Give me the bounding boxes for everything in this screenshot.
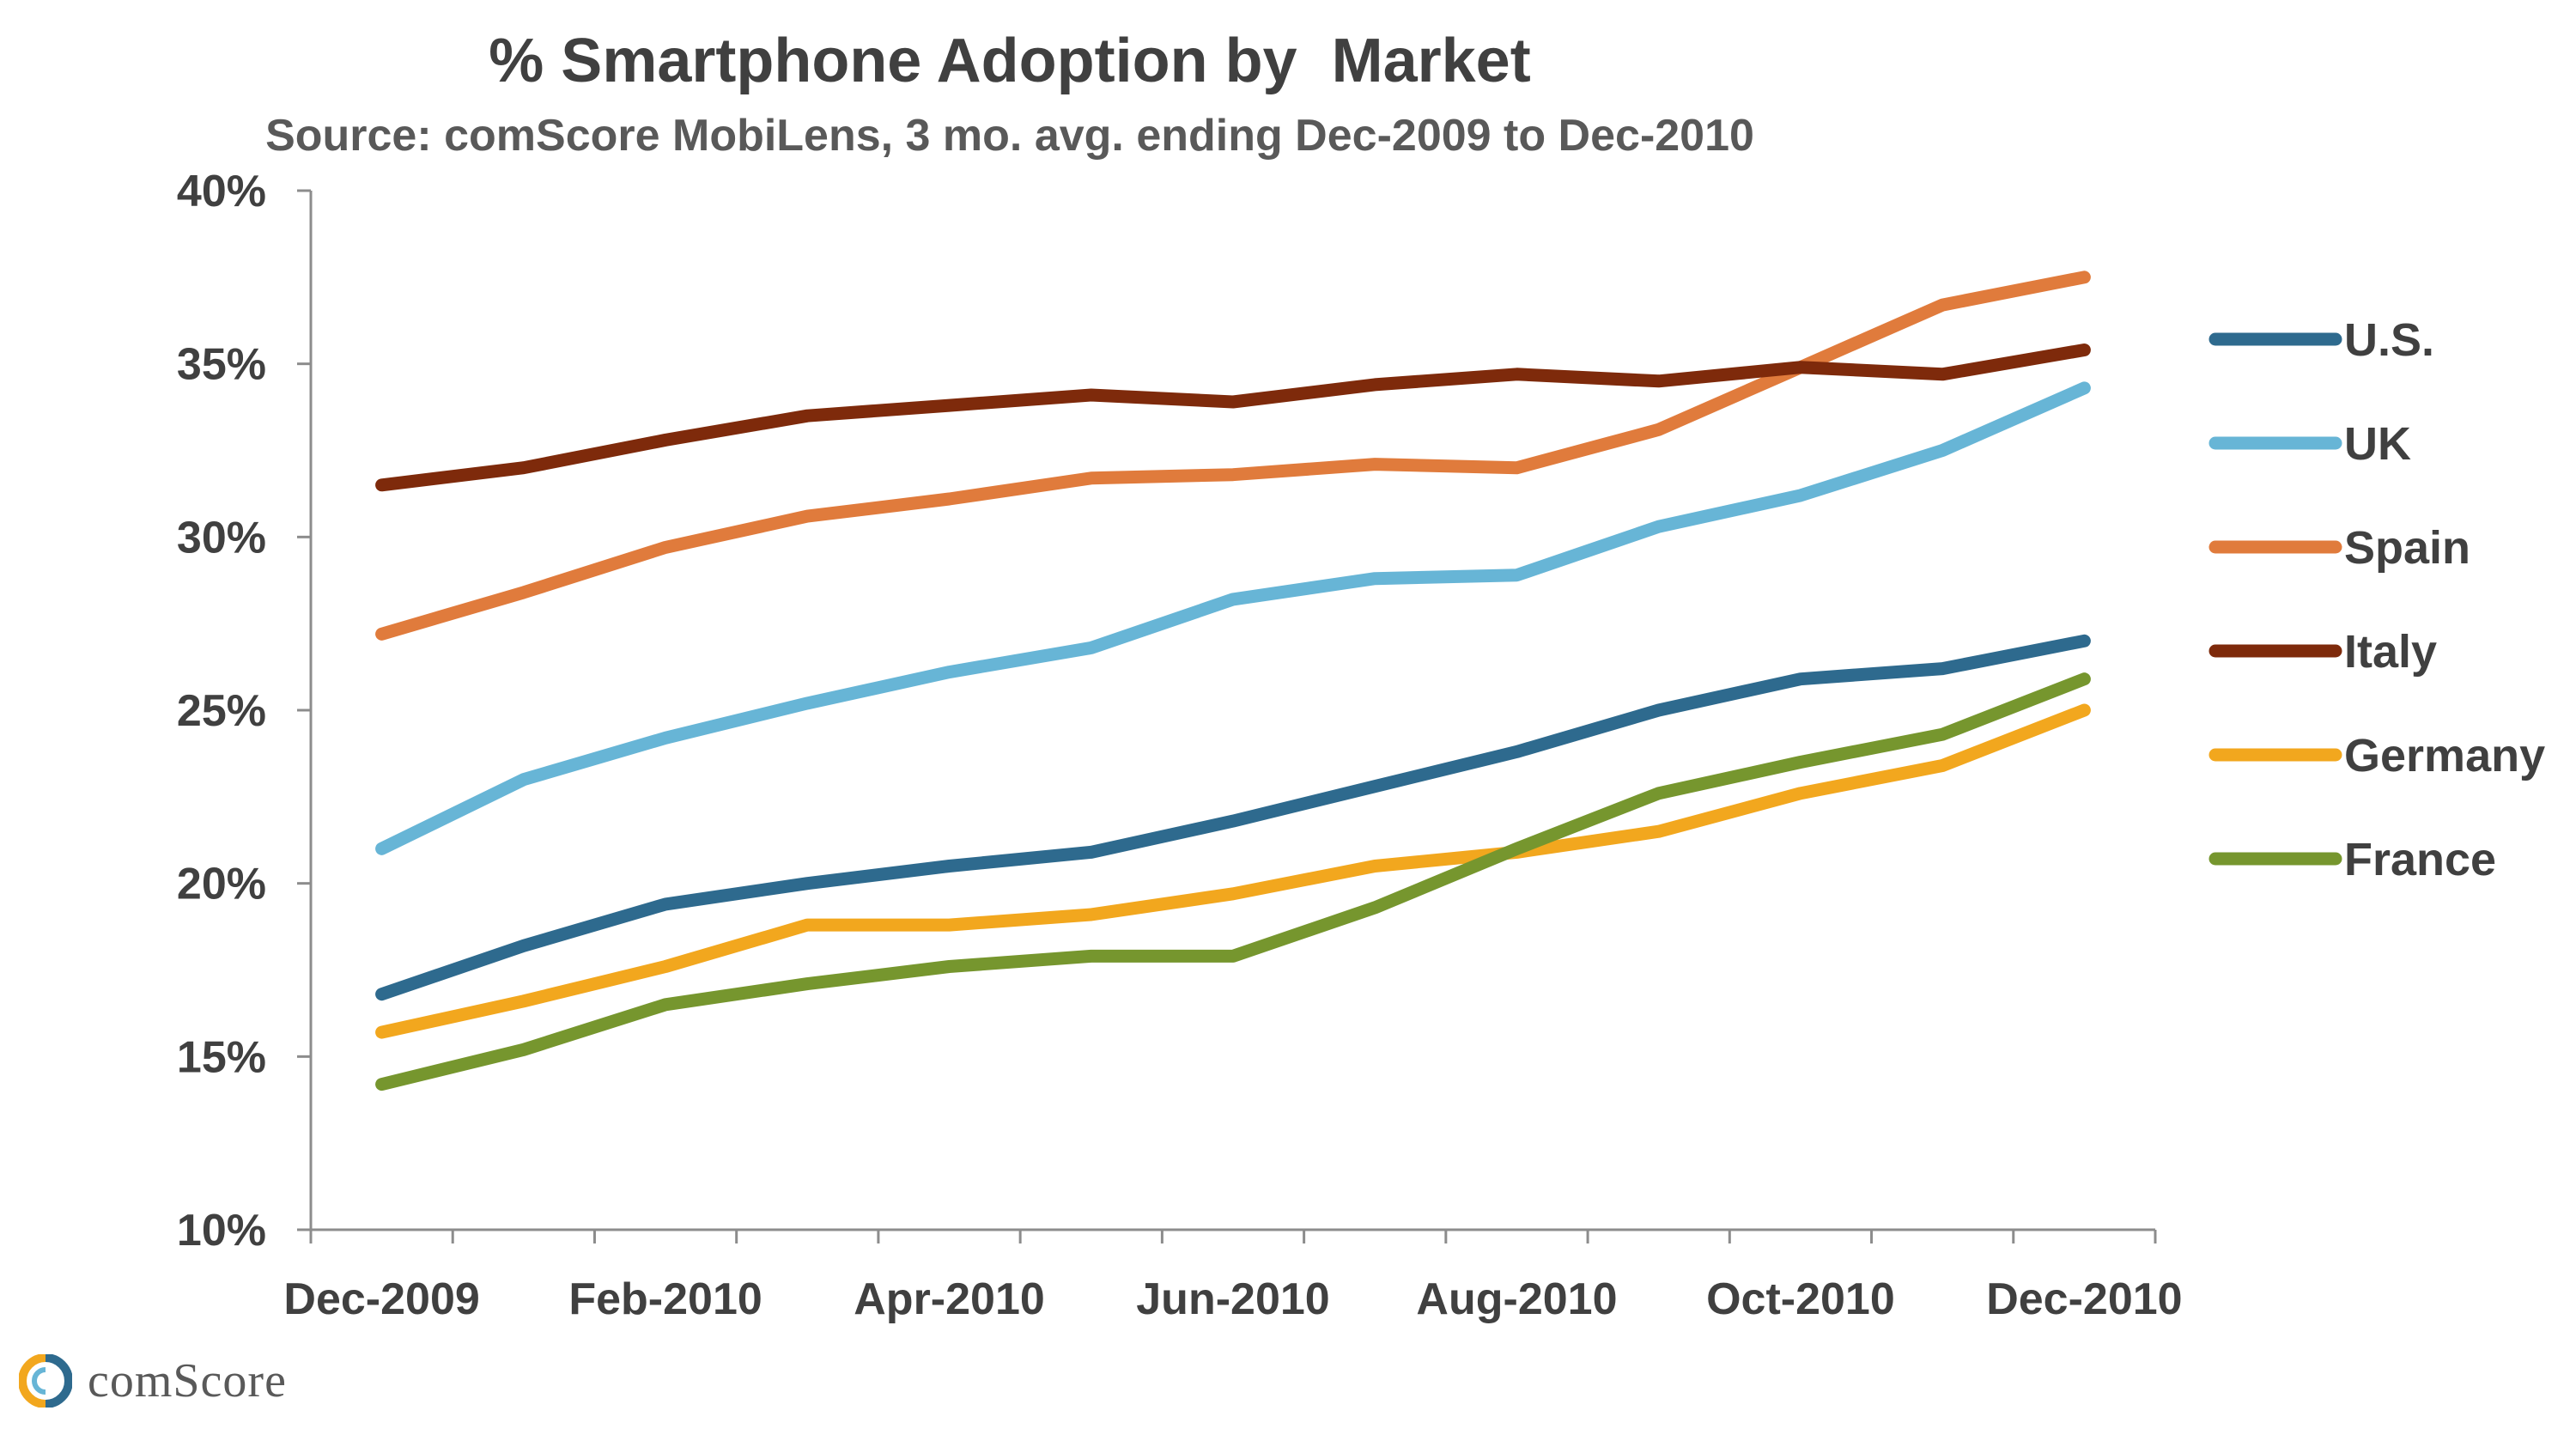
x-tick-label: Feb-2010 bbox=[568, 1274, 762, 1324]
legend-item: Spain bbox=[2208, 522, 2470, 574]
axes: 10% 15% 20% 25% 30% 35% 40% Dec-2009 Feb-2010 Apr… bbox=[177, 167, 2183, 1324]
legend: U.S. UK Spain Italy Germany France bbox=[2208, 314, 2545, 885]
legend-label: Spain bbox=[2344, 522, 2470, 574]
x-tick-label: Jun-2010 bbox=[1136, 1274, 1329, 1324]
legend-item: U.S. bbox=[2208, 314, 2434, 366]
series-line-uk bbox=[375, 381, 2091, 855]
legend-label: U.S. bbox=[2344, 314, 2434, 366]
comscore-logo: comScore bbox=[19, 1347, 287, 1415]
legend-item: France bbox=[2208, 834, 2496, 885]
series-line-spain bbox=[375, 271, 2091, 641]
legend-item: Germany bbox=[2208, 730, 2545, 781]
legend-item: UK bbox=[2208, 418, 2411, 470]
series-line-france bbox=[375, 672, 2091, 1091]
series-line-u-s bbox=[375, 634, 2091, 1001]
chart-title: % Smartphone Adoption by Market bbox=[489, 27, 1531, 95]
y-tick-label: 35% bbox=[177, 340, 266, 390]
series-line-germany bbox=[375, 703, 2091, 1039]
series-lines bbox=[375, 271, 2091, 1091]
x-tick-label: Dec-2009 bbox=[283, 1274, 479, 1324]
y-tick-label: 15% bbox=[177, 1032, 266, 1082]
y-tick-label: 25% bbox=[177, 686, 266, 736]
y-tick-label: 30% bbox=[177, 513, 266, 562]
y-tick-label: 40% bbox=[177, 167, 266, 216]
y-tick-label: 10% bbox=[177, 1206, 266, 1256]
series-line-italy bbox=[375, 344, 2091, 492]
comscore-logo-text: comScore bbox=[88, 1354, 287, 1408]
x-tick-label: Aug-2010 bbox=[1416, 1274, 1617, 1324]
x-tick-label: Oct-2010 bbox=[1706, 1274, 1895, 1324]
legend-label: Germany bbox=[2344, 730, 2545, 781]
legend-label: France bbox=[2344, 834, 2496, 885]
legend-item: Italy bbox=[2208, 626, 2437, 678]
x-tick-label: Dec-2010 bbox=[1986, 1274, 2182, 1324]
chart-subtitle: Source: comScore MobiLens, 3 mo. avg. en… bbox=[265, 111, 1754, 161]
x-tick-label: Apr-2010 bbox=[854, 1274, 1045, 1324]
legend-label: Italy bbox=[2344, 626, 2437, 678]
legend-label: UK bbox=[2344, 418, 2411, 470]
comscore-logo-icon bbox=[19, 1354, 72, 1408]
y-tick-label: 20% bbox=[177, 860, 266, 909]
